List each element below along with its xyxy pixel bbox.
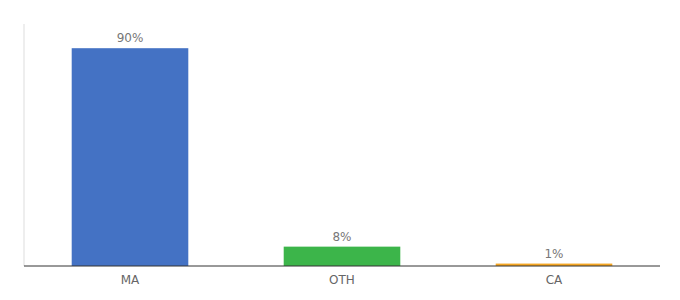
data-label: 1%: [544, 247, 563, 261]
data-label: 90%: [117, 31, 144, 45]
bar: [72, 48, 189, 266]
data-label: 8%: [332, 230, 351, 244]
y-range-line: [24, 24, 25, 266]
chart-container: MA OTH CA 90% 8% 1%: [0, 0, 680, 300]
x-tick-label: MA: [121, 273, 140, 287]
chart-svg: MA OTH CA 90% 8% 1%: [0, 0, 680, 300]
x-tick-label: OTH: [329, 273, 355, 287]
bar: [284, 247, 401, 266]
bars: [72, 48, 613, 266]
x-tick-label: CA: [546, 273, 563, 287]
x-axis-line: [24, 266, 660, 267]
